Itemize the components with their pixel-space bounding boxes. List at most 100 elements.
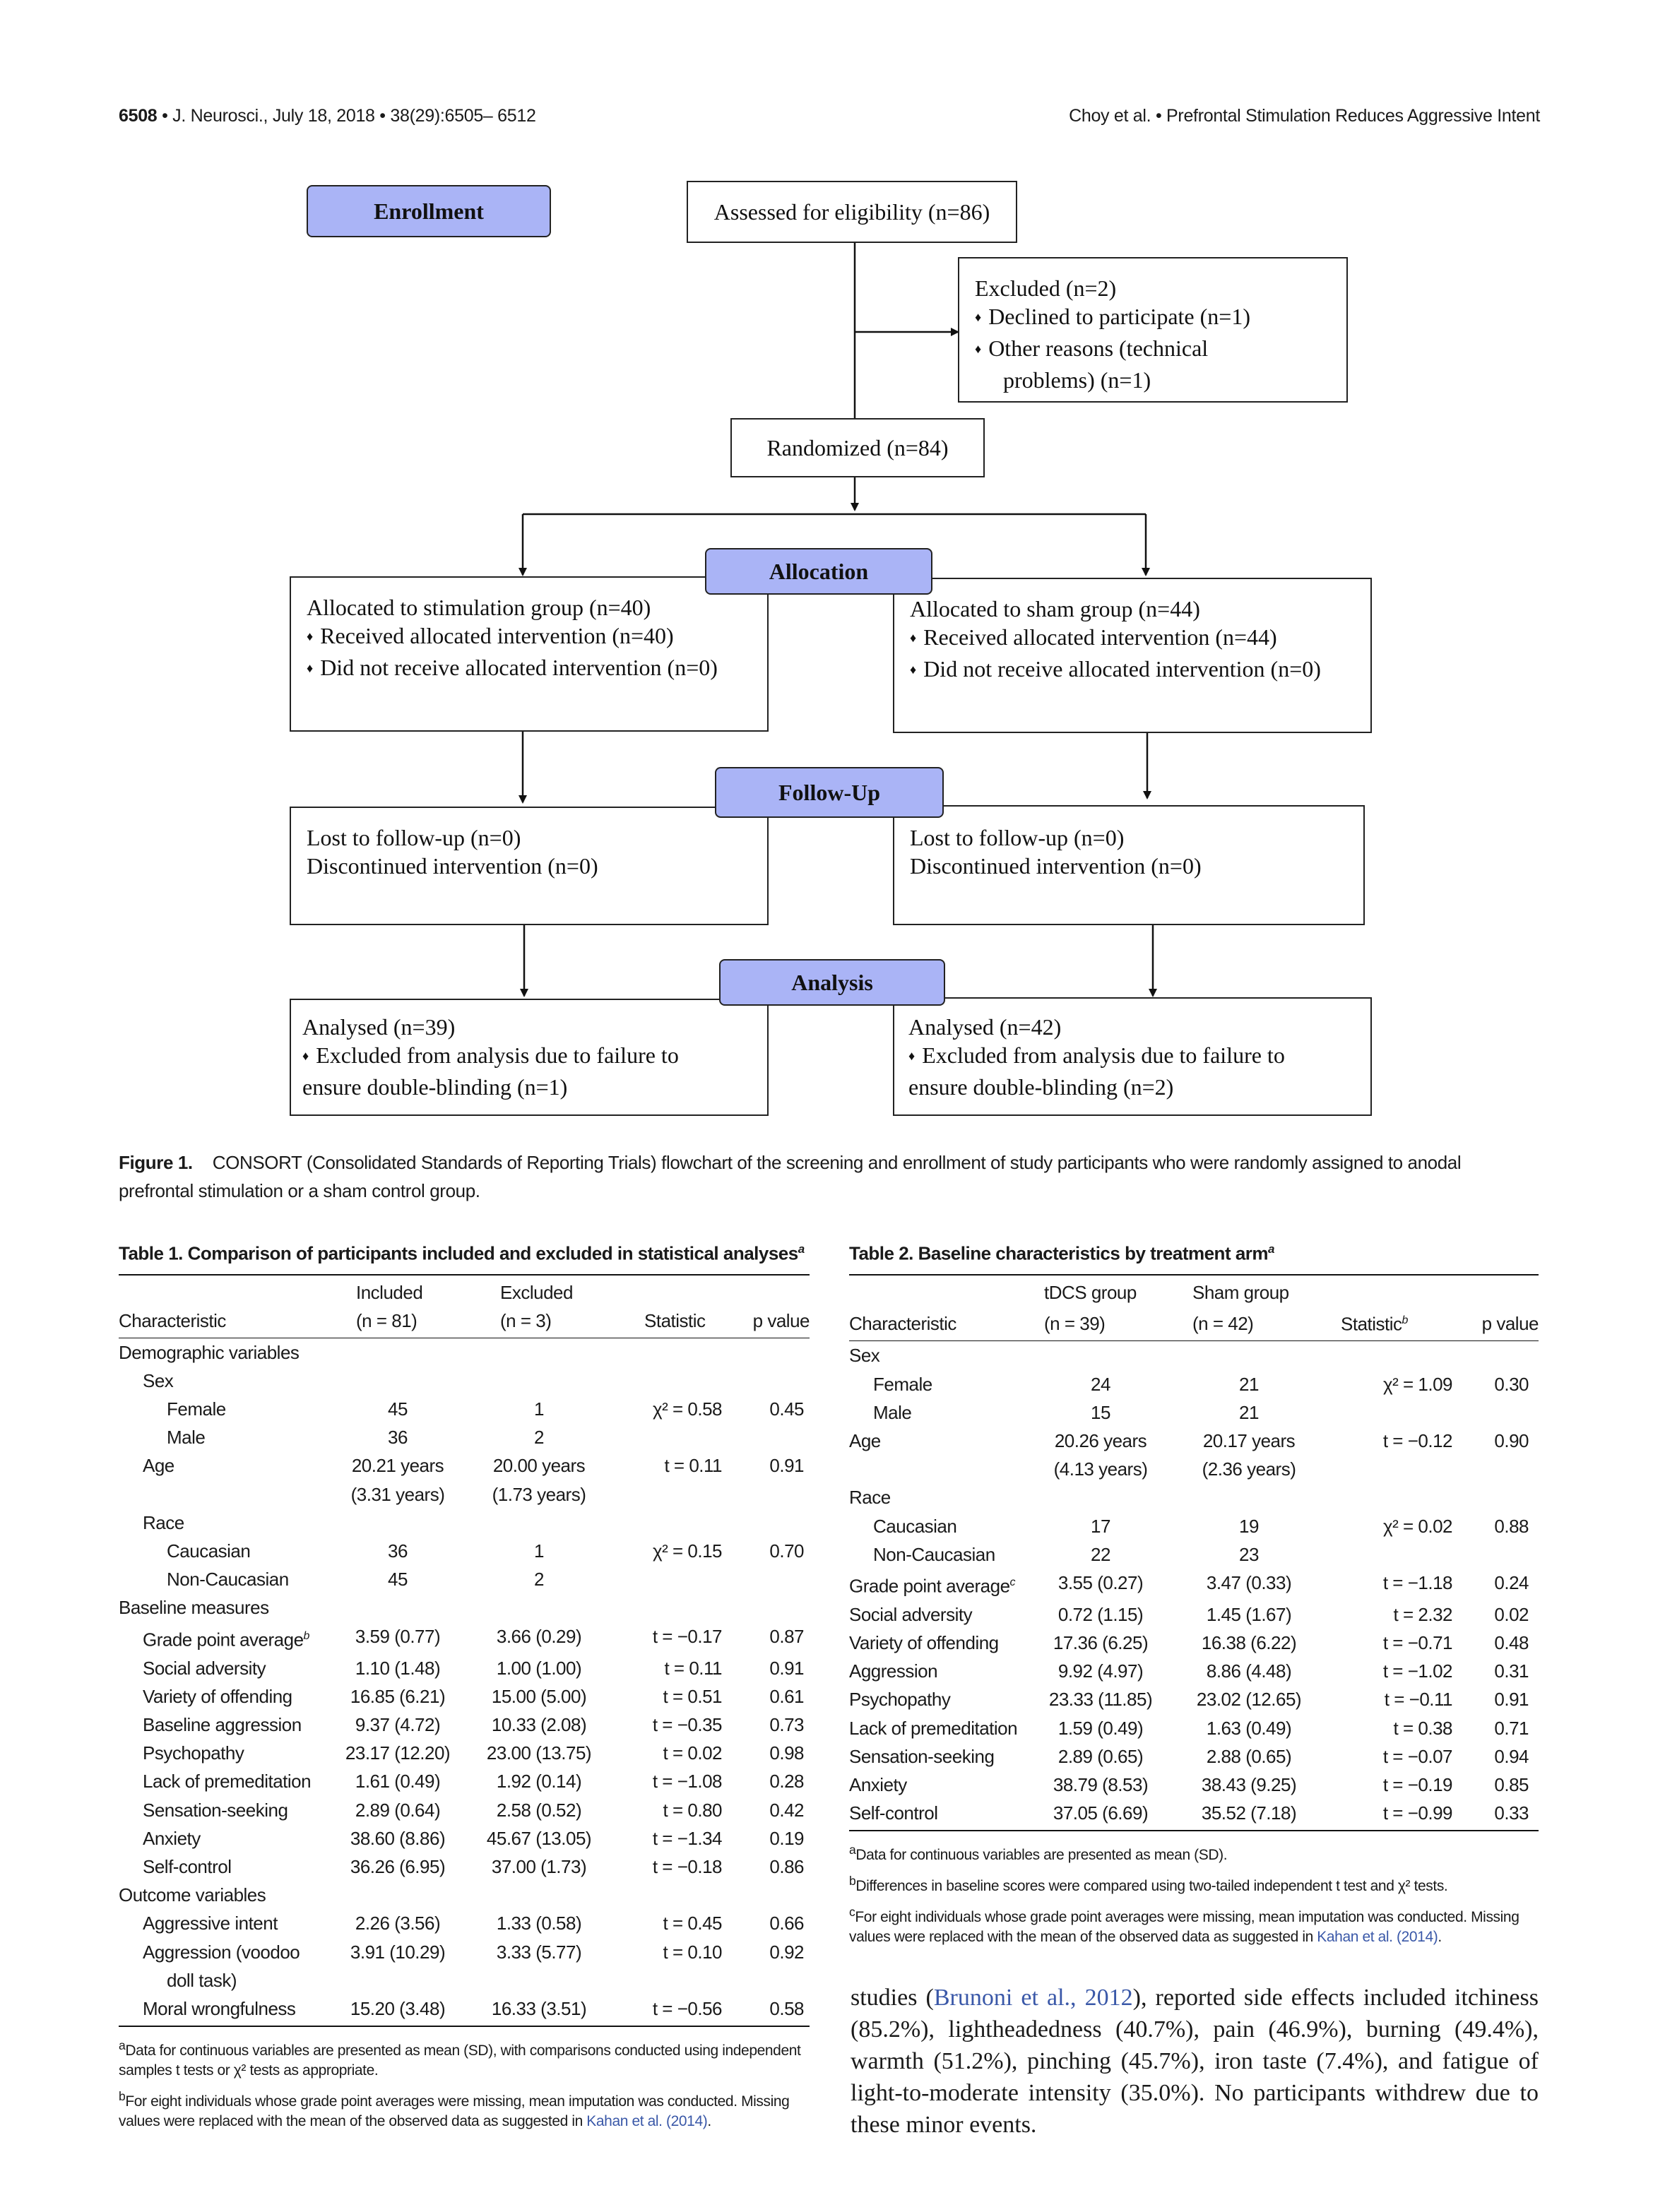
t2-cell-sham: 35.52 (7.18) <box>1201 1802 1297 1824</box>
t2-cell-sham: 21 <box>1239 1373 1259 1395</box>
sham-analysis-excluded: Excluded from analysis due to failure to <box>908 1041 1370 1073</box>
box-sham-followup: Lost to follow-up (n=0) Discontinued int… <box>893 805 1365 925</box>
sham-alloc-received: Received allocated intervention (n=44) <box>910 623 1370 655</box>
t1-cell-characteristic: Female <box>167 1398 226 1420</box>
t1-cell-pvalue: 0.87 <box>769 1625 804 1647</box>
t1-cell-pvalue: 0.28 <box>769 1771 804 1792</box>
body-paragraph: studies (Brunoni et al., 2012), reported… <box>851 1985 1539 2138</box>
t2-footnote-c-ref[interactable]: Kahan et al. (2014) <box>1317 1929 1438 1946</box>
t1-cell-pvalue: 0.70 <box>769 1540 804 1562</box>
t1-cell-pvalue <box>746 1480 810 1509</box>
box-excluded: Excluded (n=2) Declined to participate (… <box>958 257 1348 403</box>
t1-cell-pvalue <box>746 1881 810 1909</box>
citation-brunoni[interactable]: Brunoni et al., 2012 <box>933 1985 1133 2011</box>
table-row: Non-Caucasian 45 2 <box>119 1565 810 1593</box>
t1-cell-included <box>326 1966 469 1994</box>
t2-cell-statistic <box>1341 1398 1468 1427</box>
t1-cell-excluded <box>469 1593 609 1622</box>
t2-col-sham-n: (n = 42) <box>1192 1313 1254 1335</box>
t2-cell-tdcs: 9.92 (4.97) <box>1057 1660 1144 1682</box>
excluded-item-declined: Declined to participate (n=1) <box>975 302 1346 334</box>
table-row: Lack of premeditation 1.59 (0.49) 1.63 (0.… <box>849 1714 1539 1742</box>
t2-cell-tdcs: 22 <box>1091 1543 1110 1565</box>
t1-cell-characteristic: Variety of offending <box>143 1685 292 1707</box>
t1-cell-excluded: 1 <box>534 1540 544 1562</box>
t2-cell-characteristic: Race <box>849 1487 891 1509</box>
stage-followup: Follow-Up <box>715 767 944 818</box>
t1-cell-included: 1.61 (0.49) <box>355 1771 441 1792</box>
t1-cell-statistic: t = −1.08 <box>652 1771 723 1792</box>
t1-cell-excluded: 37.00 (1.73) <box>491 1855 587 1877</box>
t2-cell-pvalue <box>1468 1455 1539 1483</box>
box-randomized: Randomized (n=84) <box>730 418 985 477</box>
running-header-right: Choy et al. • Prefrontal Stimulation Red… <box>1069 106 1540 126</box>
t1-cell-characteristic: Caucasian <box>167 1540 251 1562</box>
t2-col-pvalue: p value <box>1481 1313 1539 1335</box>
t1-cell-excluded: (1.73 years) <box>492 1483 586 1505</box>
table-row: Baseline measures <box>119 1593 810 1622</box>
t2-cell-tdcs: (4.13 years) <box>1053 1458 1148 1480</box>
t2-col-tdcs-n: (n = 39) <box>1044 1313 1106 1335</box>
stim-alloc-title: Allocated to stimulation group (n=40) <box>307 595 651 620</box>
t2-cell-sham: (2.36 years) <box>1202 1458 1296 1480</box>
table-2-title: Table 2. Baseline characteristics by tre… <box>849 1242 1274 1264</box>
t2-footnote-a: aData for continuous variables are prese… <box>849 1843 1228 1864</box>
t2-cell-sham: 3.47 (0.33) <box>1206 1571 1292 1593</box>
t1-cell-included: 45 <box>388 1398 408 1420</box>
t1-cell-pvalue <box>746 1593 810 1622</box>
t2-cell-tdcs: 23.33 (11.85) <box>1048 1689 1153 1711</box>
t1-cell-characteristic: Psychopathy <box>143 1742 244 1764</box>
t1-footnote-b-ref[interactable]: Kahan et al. (2014) <box>586 2113 708 2130</box>
t1-cell-excluded: 2 <box>534 1569 544 1590</box>
t2-col-tdcs: tDCS group <box>1044 1281 1137 1303</box>
t1-cell-pvalue: 0.19 <box>769 1827 804 1849</box>
table-row: Sensation-seeking 2.89 (0.65) 2.88 (0.65) t… <box>849 1742 1539 1771</box>
t1-cell-pvalue <box>746 1338 810 1367</box>
t1-cell-characteristic: Lack of premeditation <box>143 1771 312 1792</box>
t1-cell-statistic <box>609 1593 746 1622</box>
t2-cell-statistic: t = −0.07 <box>1382 1745 1453 1767</box>
t2-cell-tdcs: 17 <box>1091 1515 1110 1537</box>
t1-cell-statistic: t = 0.80 <box>663 1799 723 1821</box>
t2-cell-characteristic: Male <box>873 1401 912 1423</box>
t1-cell-statistic: t = −0.35 <box>652 1713 723 1735</box>
t2-cell-sham: 38.43 (9.25) <box>1201 1774 1297 1796</box>
t1-cell-characteristic: Male <box>167 1427 206 1449</box>
t2-cell-statistic: t = −1.02 <box>1382 1660 1453 1682</box>
t2-cell-pvalue: 0.02 <box>1494 1603 1529 1625</box>
t1-cell-excluded: 23.00 (13.75) <box>486 1742 592 1764</box>
stim-alloc-not-received: Did not receive allocated intervention (… <box>307 653 767 685</box>
t2-cell-sham: 8.86 (4.48) <box>1206 1660 1292 1682</box>
stim-follow-discontinued: Discontinued intervention (n=0) <box>307 853 598 879</box>
t1-col-excluded-n: (n = 3) <box>500 1309 552 1331</box>
t1-cell-excluded: 1.00 (1.00) <box>496 1657 582 1679</box>
t2-cell-pvalue <box>1468 1398 1539 1427</box>
sham-analysed: Analysed (n=42) <box>908 1014 1062 1040</box>
t1-cell-pvalue: 0.86 <box>769 1855 804 1877</box>
table-row: Aggressive intent 2.26 (3.56) 1.33 (0.58) t… <box>119 1909 810 1937</box>
t2-cell-statistic: t = −0.99 <box>1382 1802 1453 1824</box>
randomized-text: Randomized (n=84) <box>766 435 949 460</box>
t1-cell-statistic: t = 0.11 <box>664 1455 722 1477</box>
t2-col-sham: Sham group <box>1192 1281 1289 1303</box>
table-row: Age 20.26 years 20.17 years t = −0.12 0.90 <box>849 1427 1539 1455</box>
table-row: Sensation-seeking 2.89 (0.64) 2.58 (0.52) t… <box>119 1796 810 1824</box>
t2-cell-statistic: t = −0.12 <box>1382 1429 1453 1451</box>
t1-cell-characteristic: Outcome variables <box>119 1884 266 1906</box>
t2-cell-sham: 16.38 (6.22) <box>1201 1632 1297 1653</box>
table-row: Anxiety 38.60 (8.86) 45.67 (13.05) t = −1.3… <box>119 1824 810 1853</box>
t1-cell-included: 16.85 (6.21) <box>350 1685 446 1707</box>
t1-cell-excluded <box>469 1338 609 1367</box>
t1-cell-included: 9.37 (4.72) <box>355 1713 441 1735</box>
t1-cell-pvalue: 0.66 <box>769 1913 804 1934</box>
table-row: Lack of premeditation 1.61 (0.49) 1.92 (0.… <box>119 1767 810 1795</box>
t2-cell-sham: 19 <box>1239 1515 1259 1537</box>
t1-cell-pvalue: 0.58 <box>769 1997 804 2019</box>
t2-cell-tdcs: 1.59 (0.49) <box>1057 1717 1144 1739</box>
t1-cell-excluded: 1.92 (0.14) <box>496 1771 582 1792</box>
t1-cell-statistic: t = 0.45 <box>663 1913 723 1934</box>
excluded-title: Excluded (n=2) <box>975 275 1117 301</box>
t1-cell-excluded: 1.33 (0.58) <box>496 1913 582 1934</box>
table-row: Self-control 37.05 (6.69) 35.52 (7.18) t = … <box>849 1799 1539 1827</box>
t1-col-excluded: Excluded <box>500 1281 573 1303</box>
